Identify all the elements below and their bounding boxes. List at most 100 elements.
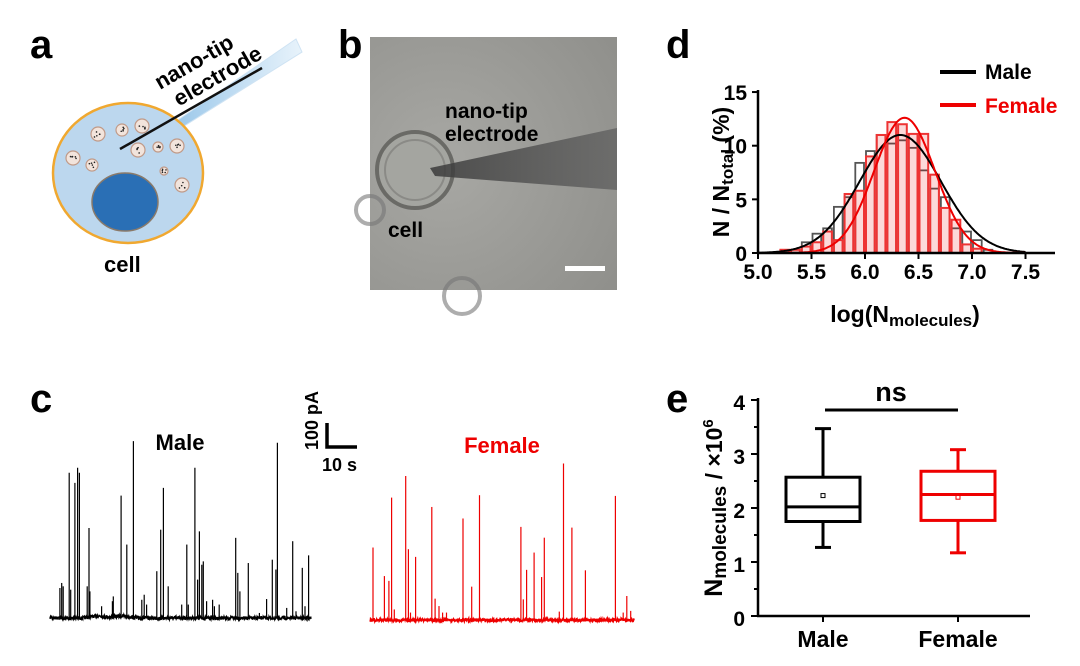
box-male (784, 475, 862, 523)
vesicle-dot (161, 169, 164, 172)
vesicle-dot (144, 126, 146, 129)
legend-label-male: Male (985, 61, 1032, 84)
vesicle-dot (91, 164, 94, 166)
vesicle-dot (144, 128, 146, 130)
cell-label-a: cell (104, 252, 141, 277)
vesicle-dot (165, 169, 167, 171)
histogram-bar-female (939, 206, 951, 255)
vesicle-dot (161, 171, 164, 174)
vesicle-dot (122, 126, 124, 129)
vesicle-dot (176, 146, 178, 149)
y-tick-label-e: 4 (733, 392, 745, 415)
trace-baseline-male (49, 612, 312, 623)
vesicle-dot (157, 146, 160, 148)
vesicle-dot (138, 152, 140, 154)
x-tick-label-d: 6.0 (850, 261, 879, 284)
x-tick-label-d: 6.5 (904, 261, 934, 284)
vesicle-dot (183, 187, 186, 189)
scale-label-current: 100 pA (302, 391, 322, 450)
vesicle-dot (93, 161, 96, 164)
electrode-label-b2: electrode (445, 123, 538, 146)
electrode-label-b1: nano-tip (445, 100, 528, 123)
vesicle-icon (130, 142, 146, 158)
y-axis-label-e: Nmolecules / ×106 (700, 419, 731, 597)
vesicle-icon (169, 138, 185, 154)
mean-marker (820, 493, 826, 499)
y-tick-label-e: 3 (733, 446, 745, 469)
panel-letter-b: b (338, 23, 362, 67)
vesicle-dot (157, 144, 160, 147)
x-tick-label-d: 7.0 (957, 261, 986, 284)
histogram-bar-female (961, 243, 972, 254)
panel-d: d 0 5 10 15 5.0 5.5 6.0 6.5 7.0 7.5 log(Nmolecule… (666, 23, 1057, 330)
vesicle-dot (120, 130, 123, 133)
vesicle-dot (175, 144, 177, 147)
panel-letter-a: a (30, 23, 53, 67)
vesicle-dot (138, 125, 141, 127)
vesicle-dot (142, 125, 144, 128)
vesicle-dot (122, 129, 124, 131)
x-tick-label-e: Male (797, 626, 848, 652)
vesicle-dot (75, 157, 77, 160)
y-tick-label-d: 10 (724, 136, 747, 159)
vesicle-icon (115, 123, 129, 137)
vesicle-dot (180, 184, 183, 187)
vesicle-icon (65, 150, 81, 166)
vesicle-dot (156, 146, 158, 148)
vesicle-dot (98, 133, 101, 136)
vesicle-dot (71, 155, 74, 158)
vesicle-dot (178, 187, 181, 189)
y-tick-label-d: 5 (735, 189, 747, 212)
legend-label-female: Female (985, 95, 1057, 118)
vesicle-icon (159, 166, 169, 176)
y-tick-label-e: 0 (733, 608, 745, 631)
vesicle-dot (176, 144, 179, 146)
y-tick-label-e: 2 (733, 500, 745, 523)
vesicle-dot (74, 156, 77, 158)
vesicles (65, 118, 190, 193)
vesicle-dot (136, 148, 138, 151)
x-tick-label-d: 5.5 (797, 261, 827, 284)
histogram-bar-female (929, 173, 940, 255)
x-tick-label-d: 5.0 (743, 261, 772, 284)
electrode-in-micrograph (430, 128, 617, 190)
y-axis-label-d: N / Ntotal (%) (708, 107, 737, 237)
vesicle-dot (179, 144, 181, 147)
panel-a: a nano-tip electrode cell (30, 23, 303, 277)
histogram-bar-female (897, 123, 908, 254)
vesicle-dot (95, 131, 98, 133)
x-axis-label-d: log(Nmolecules) (830, 301, 980, 330)
fit-curve-male (758, 134, 1026, 254)
panel-c: c Male Female 100 pA 10 s (30, 377, 635, 625)
panel-e: e 0 1 2 3 4 Male Female Nmolecules / ×106 ns (666, 377, 1030, 652)
vesicle-icon (134, 118, 150, 134)
panel-letter-e: e (666, 377, 688, 421)
vesicle-dot (90, 162, 93, 164)
x-tick-label-e: Female (918, 626, 997, 652)
histogram-bar-female (886, 121, 898, 255)
vesicle-dot (69, 155, 72, 158)
scale-bar-c (325, 423, 357, 449)
vesicle-icon (90, 126, 106, 142)
trace-baseline-female (369, 615, 635, 625)
trace-label-female: Female (464, 433, 540, 458)
significance-label: ns (875, 377, 907, 407)
panel-letter-c: c (30, 377, 52, 421)
vesicle-dot (96, 134, 98, 137)
panel-b: b nano-tip electrode cell (338, 23, 617, 316)
vesicle-dot (182, 181, 184, 184)
panel-letter-d: d (666, 23, 690, 67)
vesicle-dot (93, 136, 96, 138)
mean-marker (955, 494, 961, 500)
vesicle-dot (164, 171, 166, 174)
x-tick-label-d: 7.5 (1011, 261, 1041, 284)
nucleus-icon (91, 172, 159, 232)
y-tick-label-e: 1 (733, 554, 745, 577)
histogram-bar-female (907, 132, 919, 254)
cell-label-b: cell (388, 219, 423, 242)
scale-bar-b (565, 266, 605, 271)
electrode-tip-icon (119, 66, 263, 151)
vesicle-dot (161, 168, 164, 171)
scale-label-time: 10 s (322, 455, 357, 475)
y-tick-label-d: 15 (724, 82, 748, 105)
